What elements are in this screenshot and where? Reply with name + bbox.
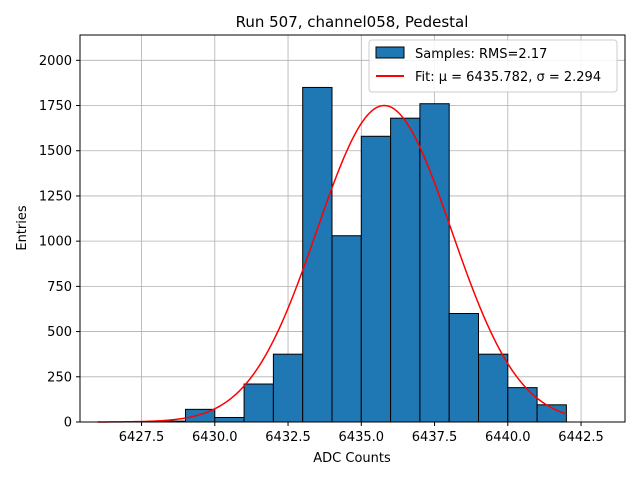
plot-frame (79, 34, 626, 423)
histogram-bar (272, 353, 304, 423)
x-tick-label: 6437.5 (412, 430, 458, 445)
x-tick-label: 6440.0 (485, 430, 531, 445)
chart-title: Run 507, channel058, Pedestal (236, 13, 469, 31)
x-tick-label: 6432.5 (265, 430, 311, 445)
histogram-bar (390, 117, 421, 423)
x-axis-label: ADC Counts (313, 451, 391, 466)
y-tick-label: 1000 (39, 235, 72, 250)
histogram-bar (507, 387, 538, 423)
histogram-bar (419, 103, 450, 423)
x-tick-label: 6442.5 (558, 430, 604, 445)
y-axis-label: Entries (15, 205, 30, 251)
legend-box (368, 39, 618, 93)
histogram-bar (448, 312, 479, 423)
histogram-bar (302, 86, 333, 423)
y-tick-label: 250 (47, 370, 72, 385)
y-tick-label: 1750 (39, 99, 72, 114)
histogram-bars (155, 86, 567, 423)
histogram-bar (214, 416, 245, 423)
legend-label-histogram: Samples: RMS=2.17 (415, 47, 547, 62)
y-tick-label: 750 (47, 280, 72, 295)
x-axis-ticks: 6427.5 6430.0 6432.5 6435.0 6437.5 6440.0 6442… (119, 422, 604, 445)
histogram-bar (360, 135, 392, 423)
y-tick-label: 500 (47, 325, 72, 340)
legend: Samples: RMS=2.17 Fit: μ = 6435.782, σ =… (368, 39, 618, 93)
y-tick-label: 2000 (39, 54, 72, 69)
y-tick-label: 0 (64, 416, 72, 431)
legend-label-fit: Fit: μ = 6435.782, σ = 2.294 (415, 70, 601, 85)
x-tick-label: 6427.5 (119, 430, 165, 445)
legend-swatch-histogram (375, 46, 405, 59)
fit-curve (97, 104, 567, 423)
y-axis-ticks: 0 250 500 750 1000 1250 1500 1750 2000 (39, 54, 80, 431)
x-tick-label: 6430.0 (192, 430, 238, 445)
y-tick-label: 1250 (39, 189, 72, 204)
histogram-bar (243, 383, 274, 423)
histogram-bar (331, 235, 362, 423)
y-tick-label: 1500 (39, 144, 72, 159)
histogram-bar (477, 353, 509, 423)
x-tick-label: 6435.0 (339, 430, 385, 445)
